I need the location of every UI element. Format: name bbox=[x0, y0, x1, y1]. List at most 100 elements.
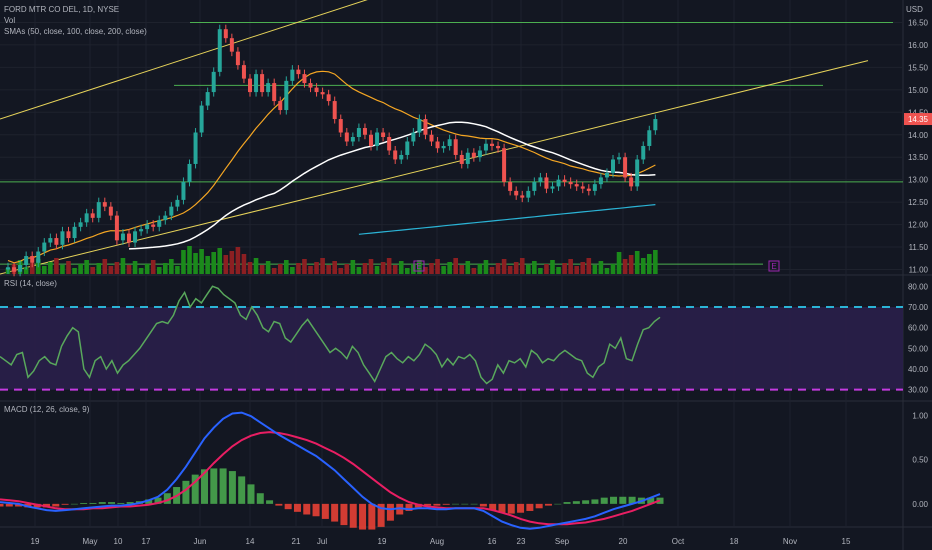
candle-body bbox=[520, 195, 525, 198]
candle-body bbox=[435, 141, 440, 149]
candle-body bbox=[332, 101, 337, 120]
volume-bar bbox=[368, 259, 374, 274]
candle-body bbox=[568, 181, 573, 185]
candle-body bbox=[356, 128, 361, 137]
price-tick-label: 11.00 bbox=[909, 266, 929, 275]
volume-bar bbox=[60, 265, 65, 274]
rsi-tick-label: 30.00 bbox=[908, 386, 929, 395]
volume-bar bbox=[495, 263, 501, 274]
volume-bar bbox=[519, 258, 525, 274]
price-tick-label: 13.50 bbox=[908, 153, 929, 162]
macd-histogram-bar bbox=[80, 502, 88, 504]
volume-bar bbox=[423, 267, 428, 274]
rsi-line bbox=[0, 285, 661, 385]
macd-histogram-bar bbox=[61, 503, 69, 505]
macd-histogram-bar bbox=[52, 503, 60, 507]
candle-body bbox=[84, 213, 89, 223]
volume-bar bbox=[253, 258, 259, 274]
volume-bar bbox=[114, 262, 120, 274]
volume-bar bbox=[72, 268, 77, 274]
earnings-marker-label: E bbox=[771, 262, 776, 271]
macd-histogram-bar bbox=[535, 503, 543, 509]
candle-body bbox=[241, 65, 246, 79]
currency-label: USD bbox=[906, 5, 923, 14]
candle-body bbox=[393, 150, 398, 160]
volume-bar bbox=[314, 262, 319, 274]
candle-body bbox=[562, 179, 567, 182]
volume-bar bbox=[501, 259, 507, 274]
candle-body bbox=[229, 38, 234, 52]
candle-body bbox=[260, 74, 265, 93]
time-tick-label: 15 bbox=[842, 537, 851, 546]
candle-body bbox=[18, 265, 23, 272]
price-tick-label: 13.00 bbox=[908, 176, 929, 185]
candle-body bbox=[514, 190, 519, 196]
volume-bar bbox=[48, 262, 53, 274]
candle-body bbox=[151, 224, 156, 227]
sma-label: SMAs (50, close, 100, close, 200, close) bbox=[4, 27, 147, 36]
earnings-marker bbox=[413, 260, 425, 272]
candle-body bbox=[326, 94, 331, 102]
candle-body bbox=[108, 206, 113, 216]
macd-histogram-bar bbox=[424, 503, 432, 506]
candle-body bbox=[526, 190, 531, 198]
volume-bar bbox=[163, 263, 168, 274]
candle-body bbox=[145, 224, 150, 230]
macd-histogram-bar bbox=[98, 502, 106, 504]
volume-bar bbox=[634, 251, 640, 274]
candle-body bbox=[54, 238, 59, 245]
macd-histogram-bar bbox=[145, 499, 153, 504]
volume-bar bbox=[320, 258, 325, 274]
volume-bar bbox=[150, 260, 156, 274]
volume-bar bbox=[447, 262, 452, 274]
chart-legend: FORD MTR CO DEL, 1D, NYSE Vol SMAs (50, … bbox=[4, 4, 147, 37]
macd-histogram-bar bbox=[154, 497, 162, 504]
macd-histogram-bar bbox=[126, 502, 134, 504]
macd-histogram-bar bbox=[117, 502, 125, 504]
volume-bar bbox=[84, 260, 89, 274]
candle-body bbox=[36, 251, 41, 263]
time-tick-label: 19 bbox=[378, 537, 387, 546]
candle-body bbox=[127, 233, 131, 243]
last-price-badge bbox=[904, 113, 932, 126]
macd-histogram-bar bbox=[201, 469, 209, 504]
volume-bar bbox=[417, 260, 422, 274]
candle-body bbox=[66, 231, 71, 239]
macd-histogram-bar bbox=[628, 496, 636, 504]
rsi-tick-label: 80.00 bbox=[908, 282, 929, 291]
price-tick-label: 11.50 bbox=[909, 243, 929, 252]
volume-bar bbox=[477, 264, 483, 274]
macd-histogram-bar bbox=[70, 503, 78, 505]
macd-histogram-bar bbox=[591, 499, 599, 504]
candle-body bbox=[580, 186, 585, 189]
candle-body bbox=[278, 101, 283, 111]
volume-bar bbox=[326, 265, 331, 274]
volume-bar bbox=[598, 261, 604, 274]
candle-body bbox=[60, 231, 65, 245]
macd-histogram-bar bbox=[266, 500, 274, 504]
candle-body bbox=[592, 184, 597, 191]
candle-body bbox=[532, 181, 537, 191]
volume-bar bbox=[441, 266, 446, 274]
macd-histogram-bar bbox=[451, 503, 459, 505]
volume-bar bbox=[580, 262, 586, 274]
volume-bar bbox=[471, 268, 477, 274]
time-tick-label: Sep bbox=[555, 537, 570, 546]
candle-body bbox=[163, 215, 168, 221]
candle-body bbox=[441, 145, 446, 149]
candle-body bbox=[550, 186, 555, 189]
candle-body bbox=[175, 199, 180, 207]
price-tick-label: 16.00 bbox=[908, 41, 929, 50]
time-tick-label: 14 bbox=[246, 537, 255, 546]
macd-histogram-bar bbox=[89, 502, 97, 504]
volume-bar bbox=[356, 267, 362, 274]
candle-body bbox=[502, 148, 507, 182]
time-tick-label: 19 bbox=[31, 537, 40, 546]
candle-body bbox=[254, 74, 259, 93]
candle-body bbox=[477, 150, 482, 158]
volume-bar bbox=[193, 253, 198, 274]
candle-body bbox=[350, 137, 355, 142]
candle-body bbox=[114, 215, 119, 241]
candle-body bbox=[102, 202, 107, 207]
